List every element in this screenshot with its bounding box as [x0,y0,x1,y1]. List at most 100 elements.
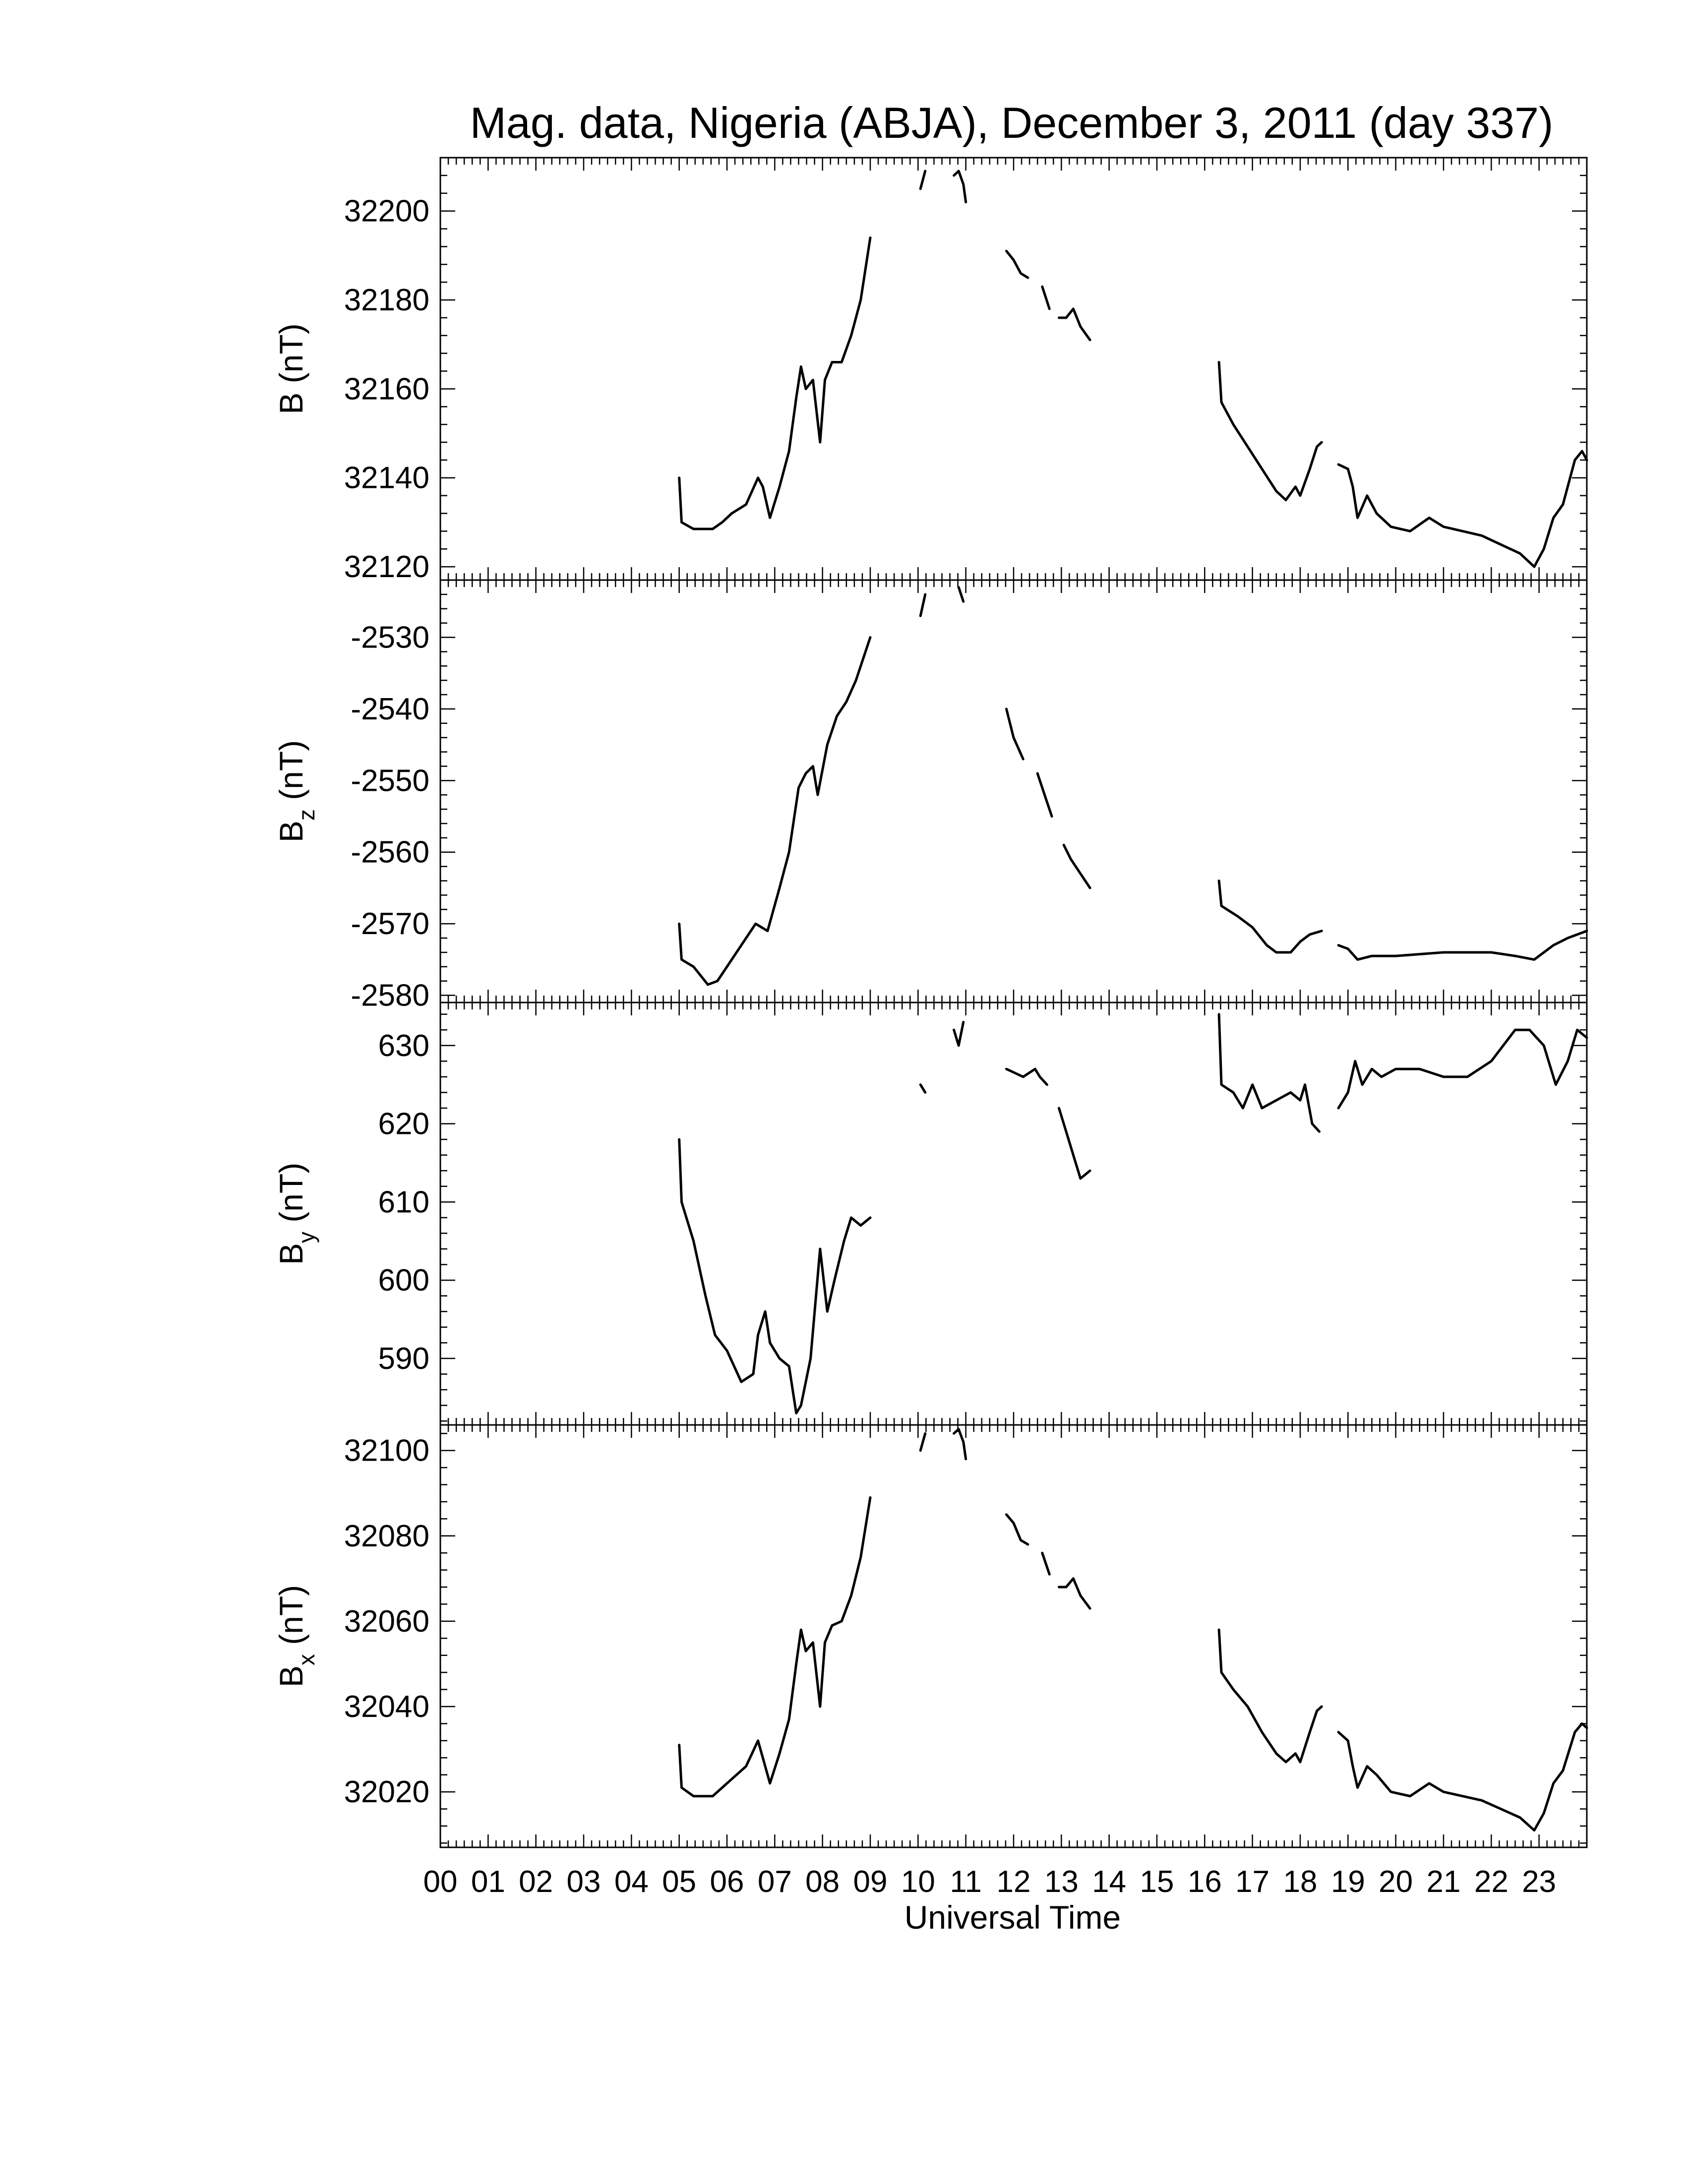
y-tick-label: 32040 [344,1690,429,1724]
series-by-segment-5 [1217,1013,1321,1133]
x-tick-label: 06 [710,1865,744,1899]
y-axis-label-subscript: x [294,1654,319,1665]
y-tick-label: 32060 [344,1604,429,1639]
series-bz-segment-7 [1337,930,1588,961]
series-bz-segment-5 [1062,843,1091,889]
series-by-segment-0 [678,1138,872,1415]
y-tick-label: 32200 [344,194,429,229]
y-axis-label-unit: (nT) [273,323,309,392]
panel-frame [439,579,1588,1003]
series-bx-segment-6 [1217,1628,1323,1764]
y-tick-label: -2570 [351,907,429,941]
y-tick-label: -2540 [351,692,429,726]
x-axis-label: Universal Time [904,1899,1121,1936]
y-tick-label: 32120 [344,550,429,584]
y-axis-label-subscript: z [294,809,319,821]
x-tick-label: 02 [519,1865,553,1899]
y-tick-label: 32180 [344,283,429,317]
y-axis-label-unit: (nT) [273,1585,309,1654]
x-tick-label: 09 [853,1865,888,1899]
x-tick-label: 21 [1427,1865,1461,1899]
x-tick-label: 14 [1092,1865,1126,1899]
x-tick-label: 15 [1140,1865,1174,1899]
y-tick-label: 590 [378,1342,429,1376]
x-tick-label: 23 [1522,1865,1556,1899]
y-axis-label-main: B [273,1243,309,1265]
x-tick-label: 16 [1188,1865,1222,1899]
y-tick-label: -2530 [351,621,429,655]
series-b-segment-6 [1217,361,1323,502]
y-axis-label: Bz (nT) [273,740,319,842]
series-b-segment-2 [953,170,967,204]
series-bz-segment-3 [1005,708,1024,761]
panel-b: 32120 32140 32160 32180 32200 B (nT) [273,157,1588,584]
y-tick-label: 32140 [344,461,429,495]
y-tick-label: 32100 [344,1434,429,1468]
panel-bz: -2580 -2570 -2560 -2550 -2540 -2530 Bz (nT) [273,579,1588,1013]
chart-title: Mag. data, Nigeria (ABJA), December 3, 2… [470,98,1554,147]
series-bz-segment-2 [957,586,965,603]
series-b-segment-7 [1337,450,1588,568]
y-axis-label-subscript: y [294,1232,319,1243]
series-b-segment-5 [1058,307,1091,342]
panel-frame [439,1424,1588,1848]
series-bx-segment-1 [919,1432,927,1452]
panels-layer: 32120 32140 32160 32180 32200 B (nT) -2580 -257… [273,157,1588,1848]
series-bz-segment-6 [1217,880,1323,954]
x-tick-label: 04 [614,1865,649,1899]
x-tick-label: 05 [662,1865,696,1899]
x-tick-label: 08 [805,1865,840,1899]
x-tick-label: 22 [1474,1865,1508,1899]
series-b-segment-4 [1041,285,1051,310]
panel-bx: 32020 32040 32060 32080 32100 Bx (nT) [273,1424,1588,1848]
series-b-segment-3 [1005,249,1029,279]
x-tick-label: 00 [423,1865,458,1899]
series-bz-segment-1 [919,593,927,617]
x-tick-label: 12 [997,1865,1031,1899]
y-axis-label: By (nT) [273,1163,319,1265]
y-axis-label: B (nT) [273,323,309,414]
y-tick-label: 630 [378,1029,429,1063]
x-tick-label: 19 [1331,1865,1365,1899]
y-axis-label-unit: (nT) [273,1163,309,1232]
series-bx-segment-0 [678,1496,872,1798]
series-bx-segment-3 [1005,1513,1029,1546]
series-bx-segment-7 [1337,1722,1588,1832]
y-tick-label: -2550 [351,764,429,798]
y-tick-label: -2580 [351,979,429,1013]
series-by-segment-4 [1058,1107,1091,1180]
series-bz-segment-4 [1036,772,1053,818]
series-by-segment-2 [953,1020,965,1047]
x-tick-label: 18 [1283,1865,1318,1899]
series-bz-segment-0 [678,636,872,986]
x-tick-label: 17 [1235,1865,1269,1899]
y-axis-label-main: B [273,393,309,414]
x-tick-label: 13 [1044,1865,1079,1899]
panel-frame [439,1002,1588,1426]
x-tick-label: 20 [1379,1865,1413,1899]
series-bx-segment-4 [1041,1551,1051,1576]
y-axis-label: Bx (nT) [273,1585,319,1687]
series-by-segment-3 [1005,1067,1048,1086]
y-axis-label-unit: (nT) [273,740,309,809]
series-b-segment-1 [919,170,927,190]
panel-by: 590 600 610 620 630 By (nT) [273,1002,1588,1426]
series-bx-segment-5 [1058,1577,1091,1610]
y-tick-label: 600 [378,1263,429,1298]
y-tick-label: 610 [378,1185,429,1219]
x-tick-label: 10 [901,1865,935,1899]
y-axis-label-main: B [273,1665,309,1687]
panel-frame [439,157,1588,581]
x-tick-label: 07 [758,1865,792,1899]
y-tick-label: 620 [378,1107,429,1141]
y-tick-label: 32020 [344,1775,429,1809]
y-tick-label: -2560 [351,835,429,870]
series-by-segment-1 [919,1083,927,1094]
y-axis-label-main: B [273,821,309,842]
x-tick-label: 01 [471,1865,505,1899]
series-b-segment-0 [678,236,872,531]
y-tick-label: 32080 [344,1519,429,1553]
x-tick-labels: 00 01 02 03 04 05 06 07 08 09 10 11 12 13 14 15 16 17 18 19… [423,1865,1557,1899]
